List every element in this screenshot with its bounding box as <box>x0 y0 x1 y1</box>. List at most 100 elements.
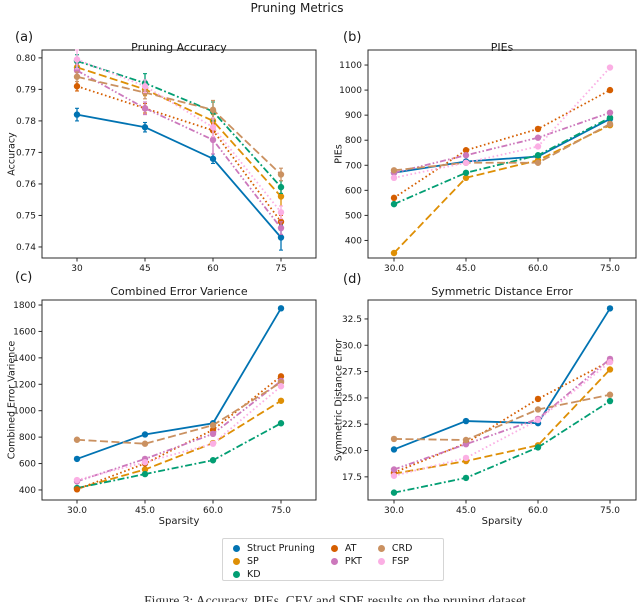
data-point <box>462 436 470 444</box>
series-line-sp <box>393 368 611 475</box>
y-tick-label: 1100 <box>339 61 362 71</box>
legend-label: CRD <box>391 543 413 554</box>
legend-label: AT <box>344 543 357 554</box>
y-tick-label: 700 <box>345 161 362 171</box>
x-tick-label: 60.0 <box>528 264 548 274</box>
series-line-fsp <box>393 361 611 477</box>
x-tick-label: 60.0 <box>203 506 223 516</box>
data-point <box>534 125 542 133</box>
legend-item-struct-pruning: Struct Pruning <box>233 543 315 554</box>
data-point <box>606 109 614 116</box>
x-tick-label: 75 <box>275 264 286 274</box>
series-line-sp <box>76 400 282 490</box>
series-line-pkt <box>76 380 282 483</box>
data-point <box>141 124 149 131</box>
series-line-pkt <box>393 111 611 174</box>
legend-item-kd: KD <box>233 569 315 580</box>
data-point <box>390 167 398 174</box>
legend-item-at: AT <box>330 543 362 554</box>
plot-c: 400 600 800 1000 1200 1400 1600 1800 30.0 45.0 60.… <box>13 299 317 516</box>
x-axis-label-d: Sparsity <box>481 516 523 527</box>
series-line-pkt <box>76 69 282 229</box>
data-point <box>73 436 81 443</box>
subplot-title-c: Combined Error Varience <box>110 285 248 298</box>
data-point <box>277 420 285 427</box>
panel-label-d: (d) <box>343 272 362 287</box>
data-point <box>73 56 81 63</box>
panel-label-c: (c) <box>15 270 33 285</box>
figure-caption: Figure 3: Accuracy, PIEs, CEV and SDE re… <box>144 593 526 602</box>
legend-marker-icon <box>330 545 338 552</box>
data-point <box>606 114 614 121</box>
data-point <box>73 73 81 80</box>
y-tick-label: 600 <box>345 186 362 196</box>
data-point <box>534 143 542 150</box>
panel-label-a: (a) <box>15 30 34 45</box>
series-line-fsp <box>76 58 282 213</box>
legend: Struct Pruning SP KD AT PKT <box>222 538 444 581</box>
legend-item-pkt: PKT <box>330 556 362 567</box>
data-point <box>606 397 614 405</box>
data-point <box>390 466 398 473</box>
data-point <box>209 440 217 447</box>
data-point <box>141 83 149 90</box>
legend-label: SP <box>247 556 259 567</box>
data-point <box>209 155 217 162</box>
data-point <box>606 305 614 312</box>
data-point <box>209 457 217 464</box>
series-line-sp <box>76 66 282 198</box>
legend-marker-icon <box>330 558 338 565</box>
data-point <box>390 174 398 182</box>
data-point <box>141 440 149 447</box>
data-point <box>390 446 398 453</box>
y-tick-label: 27.5 <box>342 368 362 378</box>
x-tick-label: 30 <box>71 264 83 274</box>
data-point <box>277 193 285 200</box>
subplot-title-b: PIEs <box>490 41 514 54</box>
x-tick-label: 30.0 <box>384 506 404 516</box>
legend-item-crd: CRD <box>377 543 413 554</box>
y-tick-label: 0.78 <box>16 117 36 127</box>
data-point <box>141 431 149 438</box>
x-tick-label: 60.0 <box>528 506 548 516</box>
data-point <box>606 120 614 128</box>
data-point <box>73 476 81 484</box>
data-point <box>277 171 285 178</box>
y-tick-label: 1800 <box>13 301 36 311</box>
y-tick-label: 500 <box>345 211 362 221</box>
series-line-struct-pruning <box>76 113 282 239</box>
data-point <box>73 111 81 118</box>
y-tick-label: 800 <box>345 136 362 146</box>
y-tick-label: 0.79 <box>16 85 36 95</box>
data-point <box>534 134 542 141</box>
data-point <box>73 83 81 90</box>
x-axis-label-c: Sparsity <box>158 516 200 527</box>
data-point <box>462 174 470 182</box>
legend-label: FSP <box>391 556 409 567</box>
data-point <box>277 209 285 216</box>
data-point <box>534 159 542 166</box>
data-point <box>534 406 542 413</box>
data-point <box>277 305 285 312</box>
y-tick-label: 0.76 <box>16 180 36 190</box>
data-point <box>277 234 285 241</box>
data-point <box>534 444 542 451</box>
series-line-struct-pruning <box>393 307 611 451</box>
data-point <box>390 472 398 479</box>
data-point <box>534 395 542 403</box>
data-point <box>209 106 217 114</box>
x-tick-label: 30.0 <box>384 264 404 274</box>
y-tick-label: 0.80 <box>16 54 36 64</box>
data-point <box>209 422 217 429</box>
y-tick-label: 1000 <box>13 407 36 417</box>
x-tick-label: 60 <box>207 264 219 274</box>
series-line-crd <box>76 75 282 176</box>
subplot-title-d: Symmetric Distance Error <box>431 285 573 298</box>
x-tick-label: 75.0 <box>600 264 620 274</box>
y-tick-label: 1000 <box>339 86 362 96</box>
data-point <box>462 169 470 176</box>
series-line-crd <box>76 381 282 445</box>
legend-column: AT PKT <box>330 543 362 567</box>
data-point <box>606 391 614 398</box>
